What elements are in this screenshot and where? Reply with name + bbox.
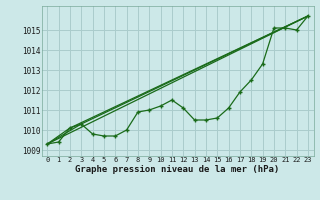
- X-axis label: Graphe pression niveau de la mer (hPa): Graphe pression niveau de la mer (hPa): [76, 165, 280, 174]
